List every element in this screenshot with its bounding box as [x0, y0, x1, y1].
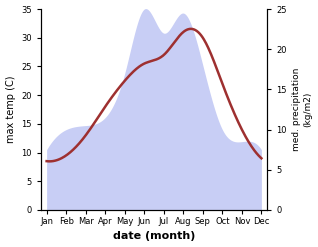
X-axis label: date (month): date (month) [113, 231, 195, 242]
Y-axis label: med. precipitation
(kg/m2): med. precipitation (kg/m2) [292, 68, 313, 151]
Y-axis label: max temp (C): max temp (C) [5, 76, 16, 143]
